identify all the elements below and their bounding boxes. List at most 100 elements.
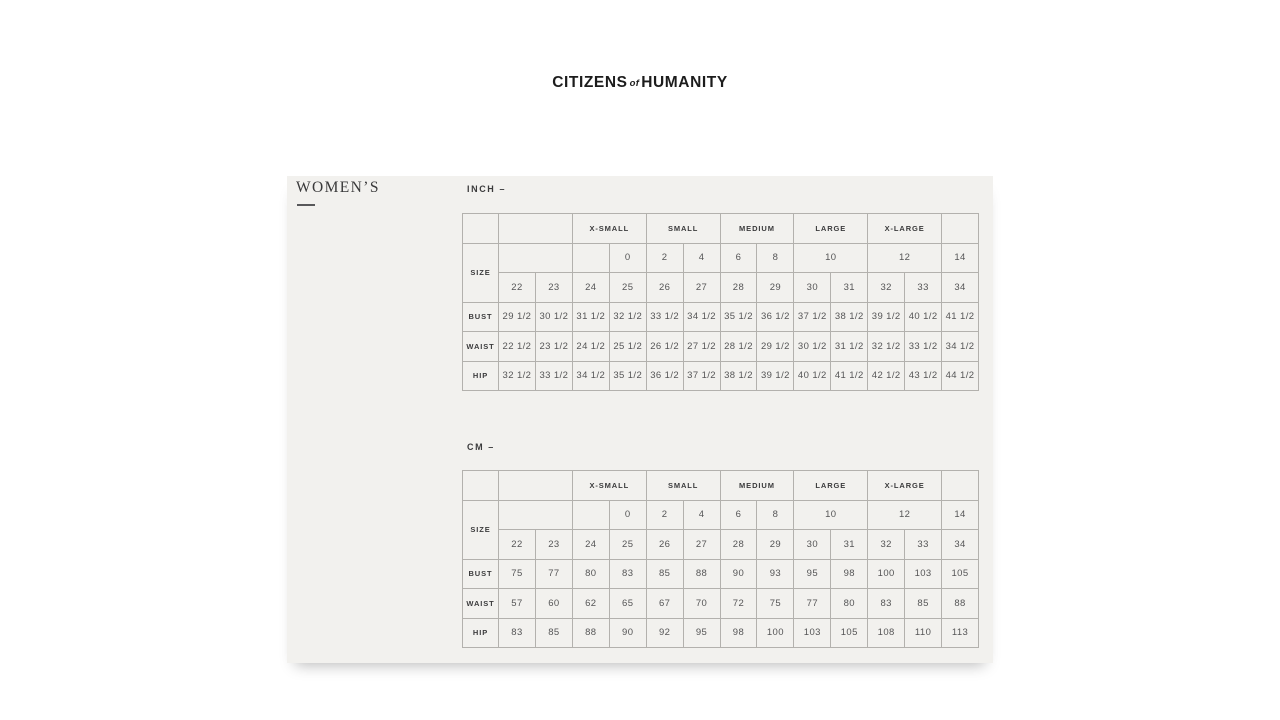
inch-table-grid: X-SMALL SMALL MEDIUM LARGE X-LARGE SIZE 0 2 4 6 8 1…	[462, 213, 979, 391]
measurement-value: 80	[571, 558, 610, 589]
measurement-value: 31 1/2	[830, 331, 869, 362]
measurement-value: 38 1/2	[719, 360, 758, 391]
measurement-value: 24 1/2	[571, 331, 610, 362]
numeric-size: 4	[682, 242, 721, 273]
measurement-value: 85	[645, 558, 684, 589]
measurement-value: 34 1/2	[682, 301, 721, 332]
numeric-size: 8	[756, 499, 795, 530]
measurement-value: 32 1/2	[867, 331, 906, 362]
measurement-value: 28 1/2	[719, 331, 758, 362]
empty-cell	[941, 213, 979, 244]
measurement-value: 77	[793, 588, 832, 619]
measurement-value: 67	[645, 588, 684, 619]
measurement-value: 60	[534, 588, 573, 619]
denim-size: 29	[756, 529, 795, 560]
size-group-header: X-SMALL	[571, 470, 647, 501]
measurement-value: 77	[534, 558, 573, 589]
measurement-value: 43 1/2	[904, 360, 943, 391]
numeric-size: 2	[645, 242, 684, 273]
size-group-header: X-LARGE	[867, 470, 943, 501]
measurement-value: 103	[904, 558, 943, 589]
denim-size: 24	[571, 529, 610, 560]
denim-size: 22	[498, 272, 536, 303]
measurement-value: 72	[719, 588, 758, 619]
numeric-size: 2	[645, 499, 684, 530]
size-group-header: MEDIUM	[719, 213, 795, 244]
denim-size: 26	[645, 272, 684, 303]
measurement-value: 39 1/2	[756, 360, 795, 391]
size-group-header: X-SMALL	[571, 213, 647, 244]
measurement-value: 37 1/2	[793, 301, 832, 332]
measurement-value: 40 1/2	[793, 360, 832, 391]
measurement-value: 25 1/2	[608, 331, 647, 362]
denim-size: 24	[571, 272, 610, 303]
empty-cell	[498, 499, 573, 530]
measurement-value: 41 1/2	[941, 301, 979, 332]
size-chart-panel: WOMEN’S INCH – X-SMALL SMALL MEDIUM LARGE X-…	[287, 176, 993, 663]
numeric-size: 12	[867, 242, 943, 273]
measurement-row-label: BUST	[462, 301, 499, 332]
denim-size: 34	[941, 529, 979, 560]
numeric-size: 0	[608, 499, 647, 530]
numeric-size: 14	[941, 499, 979, 530]
numeric-size: 0	[608, 242, 647, 273]
measurement-value: 27 1/2	[682, 331, 721, 362]
denim-size: 25	[608, 529, 647, 560]
denim-size: 29	[756, 272, 795, 303]
empty-cell	[498, 242, 573, 273]
measurement-value: 39 1/2	[867, 301, 906, 332]
empty-cell	[571, 499, 610, 530]
measurement-value: 98	[830, 558, 869, 589]
empty-cell	[571, 242, 610, 273]
measurement-value: 110	[904, 617, 943, 648]
measurement-value: 29 1/2	[498, 301, 536, 332]
measurement-value: 33 1/2	[904, 331, 943, 362]
size-row-label: SIZE	[462, 242, 499, 303]
denim-size: 28	[719, 272, 758, 303]
denim-size: 31	[830, 529, 869, 560]
measurement-value: 33 1/2	[534, 360, 573, 391]
measurement-value: 44 1/2	[941, 360, 979, 391]
measurement-value: 32 1/2	[608, 301, 647, 332]
numeric-size: 4	[682, 499, 721, 530]
empty-cell	[462, 470, 499, 501]
measurement-value: 80	[830, 588, 869, 619]
denim-size: 23	[534, 272, 573, 303]
measurement-value: 36 1/2	[756, 301, 795, 332]
denim-size: 34	[941, 272, 979, 303]
measurement-value: 35 1/2	[719, 301, 758, 332]
measurement-value: 57	[498, 588, 536, 619]
measurement-value: 85	[904, 588, 943, 619]
measurement-value: 38 1/2	[830, 301, 869, 332]
cm-unit-label: CM –	[467, 442, 495, 452]
empty-cell	[498, 213, 573, 244]
brand-logo-of: of	[629, 78, 640, 89]
measurement-value: 95	[793, 558, 832, 589]
measurement-value: 83	[608, 558, 647, 589]
numeric-size: 14	[941, 242, 979, 273]
measurement-value: 41 1/2	[830, 360, 869, 391]
measurement-value: 93	[756, 558, 795, 589]
measurement-value: 34 1/2	[941, 331, 979, 362]
measurement-value: 95	[682, 617, 721, 648]
denim-size: 32	[867, 529, 906, 560]
measurement-value: 65	[608, 588, 647, 619]
cm-table: X-SMALL SMALL MEDIUM LARGE X-LARGE SIZE 0 2 4 6 8 1…	[462, 470, 979, 648]
numeric-size: 6	[719, 499, 758, 530]
measurement-value: 30 1/2	[793, 331, 832, 362]
measurement-value: 22 1/2	[498, 331, 536, 362]
measurement-value: 88	[941, 588, 979, 619]
measurement-row-label: WAIST	[462, 331, 499, 362]
numeric-size: 8	[756, 242, 795, 273]
size-group-header: LARGE	[793, 470, 869, 501]
measurement-value: 42 1/2	[867, 360, 906, 391]
numeric-size: 12	[867, 499, 943, 530]
measurement-value: 23 1/2	[534, 331, 573, 362]
denim-size: 30	[793, 529, 832, 560]
measurement-value: 75	[756, 588, 795, 619]
measurement-value: 26 1/2	[645, 331, 684, 362]
numeric-size: 10	[793, 242, 869, 273]
denim-size: 32	[867, 272, 906, 303]
size-group-header: X-LARGE	[867, 213, 943, 244]
measurement-value: 34 1/2	[571, 360, 610, 391]
